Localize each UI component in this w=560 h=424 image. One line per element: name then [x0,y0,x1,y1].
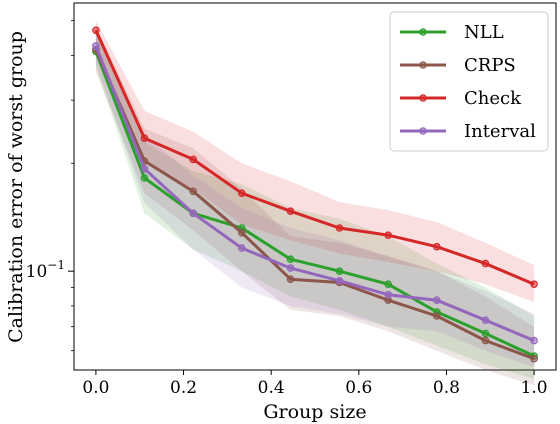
x-tick-label: 0.2 [170,378,197,398]
line-crps [94,49,535,361]
point-nll [384,280,393,289]
point-check [432,242,441,251]
y-axis: 10−1 [26,20,74,352]
legend-box [389,11,549,152]
x-axis-label: Group size [263,401,366,423]
point-interval [335,276,344,285]
point-crps [481,336,490,345]
point-crps [530,354,538,363]
point-crps [189,187,198,196]
point-check [384,231,393,240]
legend-label-crps: CRPS [464,55,516,76]
point-crps [238,228,246,237]
y-axis-label: Calibration error of worst group [5,31,27,343]
legend-label-nll: NLL [464,22,504,43]
y-tick-label: 10−1 [26,258,65,282]
legend-item-interval: Interval [400,121,536,142]
band-check [95,20,535,303]
x-axis: 0.0 0.2 0.4 0.6 0.8 1.0 [82,370,548,398]
line-interval [94,45,535,342]
point-interval [189,209,198,218]
point-crps [432,312,441,320]
point-interval [530,336,538,345]
point-nll [286,255,295,264]
line-check [94,29,535,286]
legend-item-crps: CRPS [400,55,516,76]
point-check [189,155,198,164]
confidence-bands [95,20,535,386]
x-tick-label: 0.4 [258,378,285,398]
band-crps [95,27,535,386]
series-lines [92,26,538,363]
plot-area-frame [73,2,557,371]
x-tick-label: 0.0 [82,378,109,398]
point-interval [140,165,149,173]
legend-marker-nll [419,28,427,36]
point-check [140,134,149,143]
point-nll [335,267,344,276]
point-check [286,207,295,216]
point-check [530,280,538,289]
point-crps [286,275,295,284]
x-tick-label: 0.6 [345,378,372,398]
point-interval [92,42,100,50]
band-interval [95,30,535,368]
legend-item-nll: NLL [400,22,504,43]
point-check [481,259,490,268]
point-interval [286,264,295,272]
point-interval [481,316,490,325]
legend-marker-check [419,94,427,102]
legend-marker-interval [419,127,427,135]
point-nll [481,329,490,338]
line-nll [94,50,535,358]
point-interval [432,296,441,305]
point-nll [140,174,149,182]
legend: NLL CRPS Check Interval [389,11,549,152]
point-interval [384,290,393,299]
point-check [92,26,100,35]
point-check [335,224,344,232]
x-tick-label: 0.8 [433,378,460,398]
x-tick-label: 1.0 [521,378,548,398]
legend-label-check: Check [464,88,522,109]
legend-item-check: Check [400,88,522,109]
band-nll [95,33,535,380]
legend-marker-crps [419,61,427,69]
point-check [238,189,246,198]
legend-label-interval: Interval [464,121,536,142]
point-interval [238,244,246,252]
